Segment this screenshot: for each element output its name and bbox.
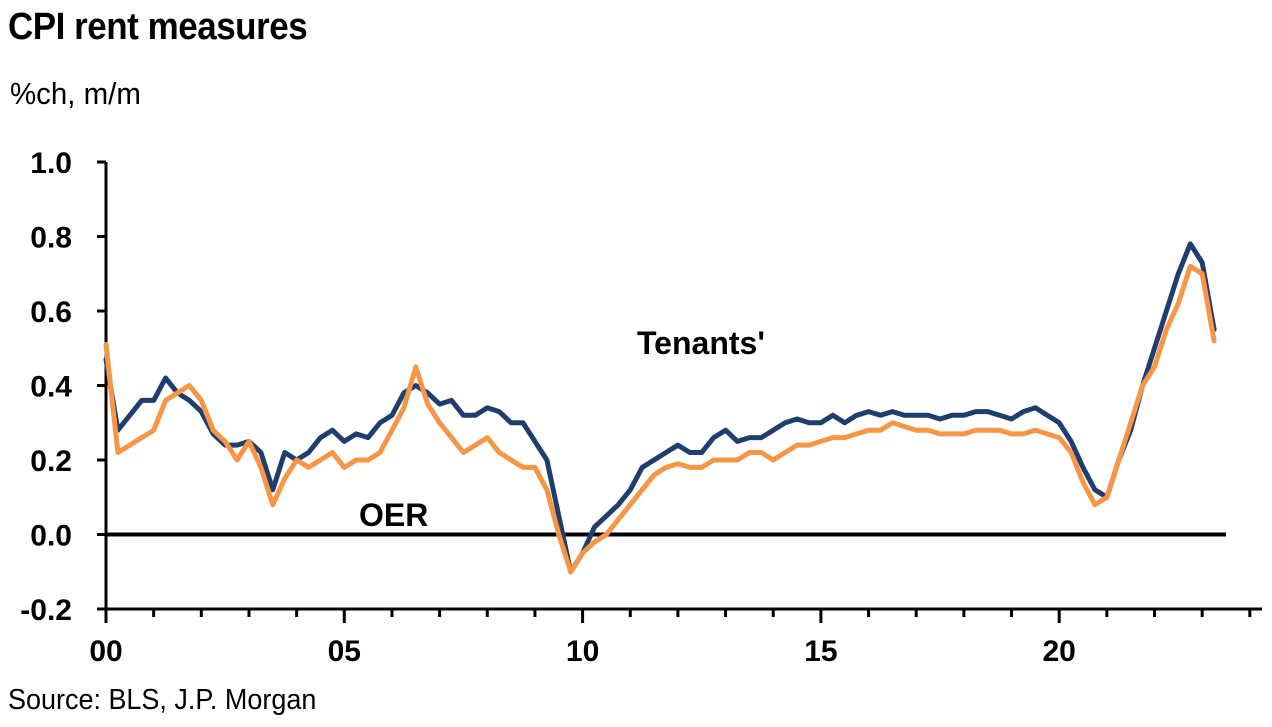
source-note: Source: BLS, J.P. Morgan (8, 684, 317, 716)
y-tick-label: -0.2 (20, 594, 72, 627)
y-tick-label: 0.8 (30, 222, 72, 255)
oer-label: OER (359, 497, 428, 533)
y-tick-label: 0.2 (30, 445, 72, 478)
x-tick-label: 15 (804, 635, 837, 668)
y-tick-label: 1.0 (30, 147, 72, 180)
tenants-label: Tenants' (637, 325, 765, 361)
annotations: Tenants' OER (359, 325, 765, 533)
chart-subtitle: %ch, m/m (10, 76, 141, 111)
x-tick-label: 00 (89, 635, 122, 668)
chart-title: CPI rent measures (8, 6, 308, 48)
y-tick-label: 0.0 (30, 520, 72, 553)
x-tick-label: 20 (1043, 635, 1076, 668)
oer-series-line (103, 263, 1217, 575)
series-layer (103, 241, 1226, 575)
y-tick-label: 0.4 (30, 371, 72, 404)
axes: 1.0 0.8 0.6 0.4 0.2 0.0 -0.2 00 05 10 15 20 (20, 147, 1262, 668)
y-tick-label: 0.6 (30, 296, 72, 329)
tenants-series-line (103, 241, 1217, 575)
x-tick-label: 10 (566, 635, 599, 668)
x-tick-label: 05 (328, 635, 361, 668)
